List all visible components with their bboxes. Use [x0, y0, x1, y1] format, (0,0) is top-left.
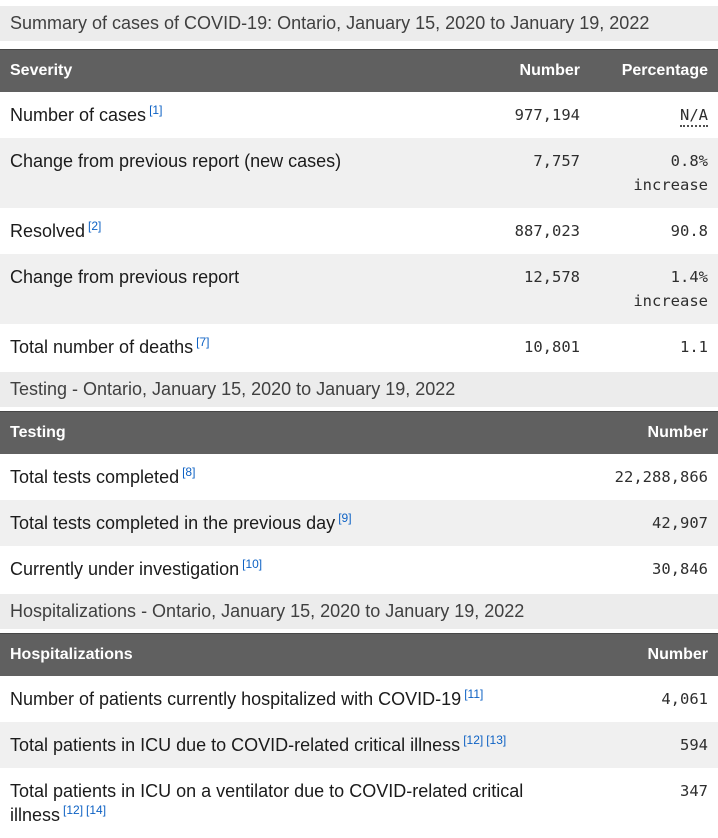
- footnote-ref-link[interactable]: [12]: [463, 733, 484, 747]
- table-row: Number of cases [1] 977,194 N/A: [0, 92, 718, 138]
- row-label-cell: Currently under investigation [10]: [0, 546, 568, 592]
- row-label: Total tests completed: [10, 467, 180, 487]
- footnote-ref-link[interactable]: [14]: [86, 803, 107, 817]
- table-row: Resolved [2] 887,023 90.8: [0, 208, 718, 254]
- table-row: Change from previous report 12,578 1.4% …: [0, 254, 718, 324]
- row-number: 347: [680, 782, 708, 800]
- row-number: 4,061: [661, 690, 708, 708]
- percentage-column-header: Percentage: [590, 49, 718, 92]
- percentage-note: increase: [633, 292, 708, 310]
- row-label: Number of cases: [10, 105, 147, 125]
- row-number: 42,907: [652, 514, 708, 532]
- severity-table: Severity Number Percentage Number of cas…: [0, 49, 718, 370]
- table-row: Total tests completed in the previous da…: [0, 500, 718, 546]
- footnote-ref-link[interactable]: [8]: [182, 465, 196, 479]
- footnote-ref-link[interactable]: [12]: [63, 803, 84, 817]
- hospitalizations-column-header: Hospitalizations: [0, 633, 568, 676]
- row-number: 7,757: [533, 152, 580, 170]
- row-number: 10,801: [524, 338, 580, 356]
- percentage-value: 1.4%: [670, 268, 708, 286]
- table-row: Total patients in ICU on a ventilator du…: [0, 768, 718, 838]
- row-percentage-cell: 0.8% increase: [590, 138, 718, 208]
- testing-column-header: Testing: [0, 411, 568, 454]
- summary-table-caption: Summary of cases of COVID-19: Ontario, J…: [0, 6, 718, 41]
- row-percentage: 90.8: [670, 222, 708, 240]
- severity-column-header: Severity: [0, 49, 475, 92]
- row-number: 30,846: [652, 560, 708, 578]
- row-number: 594: [680, 736, 708, 754]
- table-row: Currently under investigation [10] 30,846: [0, 546, 718, 592]
- percentage-value: 0.8%: [670, 152, 708, 170]
- testing-header-row: Testing Number: [0, 411, 718, 454]
- testing-table-caption: Testing - Ontario, January 15, 2020 to J…: [0, 372, 718, 407]
- hospitalizations-table-caption: Hospitalizations - Ontario, January 15, …: [0, 594, 718, 629]
- footnote-ref-link[interactable]: [10]: [242, 557, 263, 571]
- number-column-header: Number: [568, 633, 718, 676]
- hospitalizations-header-row: Hospitalizations Number: [0, 633, 718, 676]
- row-label-cell: Number of patients currently hospitalize…: [0, 676, 568, 722]
- footnote-ref-link[interactable]: [2]: [88, 219, 102, 233]
- number-column-header: Number: [475, 49, 590, 92]
- row-percentage-cell: N/A: [590, 92, 718, 138]
- row-label-cell: Change from previous report (new cases): [0, 138, 475, 208]
- row-label: Total patients in ICU due to COVID-relat…: [10, 735, 461, 755]
- testing-table: Testing Number Total tests completed [8] …: [0, 411, 718, 592]
- hospitalizations-table: Hospitalizations Number Number of patien…: [0, 633, 718, 838]
- footnote-ref-link[interactable]: [7]: [196, 335, 210, 349]
- footnote-ref-link[interactable]: [11]: [464, 687, 484, 701]
- row-label-cell: Total patients in ICU due to COVID-relat…: [0, 722, 568, 768]
- row-label-cell: Total tests completed [8]: [0, 454, 568, 500]
- table-row: Change from previous report (new cases) …: [0, 138, 718, 208]
- covid-summary-page: Summary of cases of COVID-19: Ontario, J…: [0, 6, 718, 838]
- row-percentage-cell: 1.4% increase: [590, 254, 718, 324]
- row-label-cell: Resolved [2]: [0, 208, 475, 254]
- row-label: Total tests completed in the previous da…: [10, 513, 336, 533]
- row-label: Total patients in ICU on a ventilator du…: [10, 781, 524, 825]
- table-row: Total patients in ICU due to COVID-relat…: [0, 722, 718, 768]
- footnote-ref-link[interactable]: [13]: [486, 733, 507, 747]
- number-column-header: Number: [568, 411, 718, 454]
- row-label-cell: Total tests completed in the previous da…: [0, 500, 568, 546]
- table-row: Total number of deaths [7] 10,801 1.1: [0, 324, 718, 370]
- row-percentage: 1.1: [680, 338, 708, 356]
- row-label: Currently under investigation: [10, 559, 240, 579]
- footnote-ref-link[interactable]: [9]: [338, 511, 352, 525]
- row-number: 12,578: [524, 268, 580, 286]
- not-applicable-abbr: N/A: [680, 106, 708, 127]
- row-label-cell: Total number of deaths [7]: [0, 324, 475, 370]
- row-label-cell: Total patients in ICU on a ventilator du…: [0, 768, 568, 838]
- percentage-note: increase: [633, 176, 708, 194]
- severity-header-row: Severity Number Percentage: [0, 49, 718, 92]
- row-label-cell: Number of cases [1]: [0, 92, 475, 138]
- row-number: 887,023: [514, 222, 580, 240]
- row-label: Total number of deaths: [10, 337, 194, 357]
- footnote-ref-link[interactable]: [1]: [149, 103, 163, 117]
- row-label: Resolved: [10, 221, 86, 241]
- row-label: Change from previous report (new cases): [10, 151, 342, 171]
- row-number: 977,194: [514, 106, 580, 124]
- row-number: 22,288,866: [614, 468, 708, 486]
- row-label-cell: Change from previous report: [0, 254, 475, 324]
- row-label: Number of patients currently hospitalize…: [10, 689, 462, 709]
- table-row: Total tests completed [8] 22,288,866: [0, 454, 718, 500]
- row-label: Change from previous report: [10, 267, 240, 287]
- table-row: Number of patients currently hospitalize…: [0, 676, 718, 722]
